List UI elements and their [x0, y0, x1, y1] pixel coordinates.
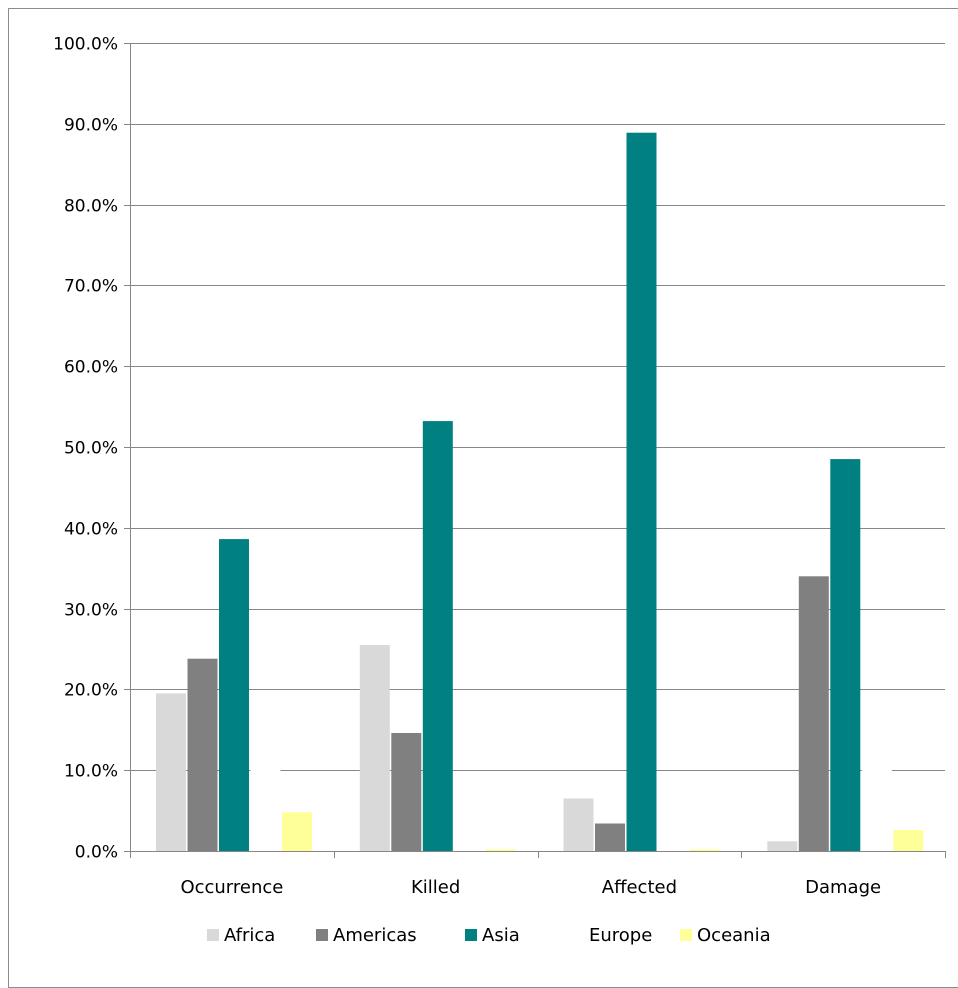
- legend-label-asia: Asia: [482, 925, 520, 946]
- bar-oceania-affected: [689, 849, 720, 851]
- y-tick-label: 70.0%: [64, 277, 118, 297]
- bar-americas-damage: [798, 576, 829, 851]
- legend-swatch-americas: [316, 929, 328, 941]
- bar-asia-occurrence: [219, 539, 249, 851]
- legend-label-americas: Americas: [333, 925, 417, 946]
- bar-africa-affected: [563, 798, 594, 851]
- y-tick-label: 60.0%: [64, 358, 118, 378]
- bar-oceania-occurrence: [282, 812, 312, 851]
- bar-europe-killed: [454, 798, 485, 851]
- bars: [156, 132, 924, 851]
- bar-africa-killed: [359, 645, 390, 851]
- y-tick-label: 20.0%: [64, 681, 118, 701]
- y-tick-label: 30.0%: [64, 601, 118, 621]
- y-tick-label: 40.0%: [64, 520, 118, 540]
- y-tick-label: 0.0%: [75, 843, 118, 863]
- legend-swatch-asia: [465, 929, 477, 941]
- bar-africa-damage: [767, 841, 798, 851]
- bar-asia-killed: [422, 421, 453, 851]
- x-axis-category-labels: Occurrence Killed Affected Damage: [180, 877, 881, 898]
- legend-label-oceania: Oceania: [697, 925, 771, 946]
- bar-asia-affected: [626, 132, 657, 851]
- bar-americas-killed: [391, 733, 422, 851]
- legend-label-africa: Africa: [224, 925, 275, 946]
- bar-europe-occurrence: [250, 743, 281, 851]
- bar-asia-damage: [830, 459, 861, 851]
- y-tick-label: 50.0%: [64, 439, 118, 459]
- bar-africa-occurrence: [156, 693, 186, 851]
- x-category-label: Occurrence: [180, 877, 283, 898]
- y-tick-label: 10.0%: [64, 762, 118, 782]
- axes: [124, 43, 946, 858]
- legend-label-europe: Europe: [589, 925, 652, 946]
- legend-swatch-europe: [572, 929, 584, 941]
- legend-swatch-africa: [207, 929, 219, 941]
- y-tick-label: 100.0%: [53, 35, 118, 55]
- legend: Africa Americas Asia Europe Oceania: [207, 925, 771, 946]
- legend-swatch-oceania: [680, 929, 692, 941]
- x-category-label: Damage: [805, 877, 881, 898]
- bar-europe-affected: [658, 842, 688, 851]
- bar-europe-damage: [861, 739, 892, 851]
- bar-oceania-damage: [893, 830, 924, 851]
- y-axis-tick-labels: 0.0% 10.0% 20.0% 30.0% 40.0% 50.0% 60.0% 70.0% 8…: [53, 35, 118, 863]
- gridlines: [130, 43, 945, 771]
- bar-americas-affected: [595, 823, 625, 851]
- x-category-label: Affected: [602, 877, 677, 898]
- bar-oceania-killed: [485, 849, 516, 851]
- y-tick-label: 80.0%: [64, 197, 118, 217]
- y-tick-label: 90.0%: [64, 116, 118, 136]
- bar-americas-occurrence: [187, 658, 218, 851]
- x-category-label: Killed: [411, 877, 460, 898]
